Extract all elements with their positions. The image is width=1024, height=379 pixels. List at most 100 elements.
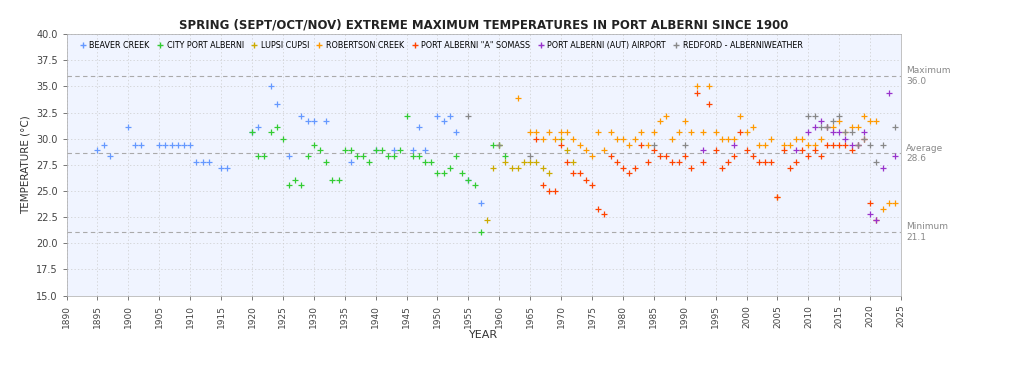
Point (646, 142, 663, 148)
Point (868, 159, 885, 165)
Point (590, 129, 606, 135)
Point (751, 142, 767, 148)
Point (831, 113, 848, 119)
Point (281, 182, 297, 188)
Point (856, 113, 872, 119)
Point (614, 165, 631, 171)
Point (831, 118, 848, 124)
Text: Average
28.6: Average 28.6 (906, 144, 943, 163)
Point (522, 153, 539, 160)
Point (819, 142, 836, 148)
Point (825, 124, 842, 130)
Point (887, 124, 903, 130)
Point (621, 142, 637, 148)
Point (510, 165, 526, 171)
Point (441, 165, 458, 171)
Point (726, 136, 742, 142)
Point (683, 129, 699, 135)
Point (806, 124, 822, 130)
Point (763, 159, 779, 165)
Point (819, 124, 836, 130)
Point (472, 199, 488, 205)
Point (658, 113, 675, 119)
Point (838, 136, 854, 142)
Point (627, 136, 643, 142)
Point (627, 165, 643, 171)
Point (441, 113, 458, 119)
Point (800, 129, 816, 135)
Point (646, 129, 663, 135)
Point (535, 165, 551, 171)
Point (325, 177, 341, 183)
Point (658, 153, 675, 160)
Point (862, 118, 879, 124)
Point (504, 165, 520, 171)
Point (813, 136, 829, 142)
Point (874, 142, 891, 148)
Point (498, 159, 514, 165)
Point (874, 165, 891, 171)
Point (708, 129, 724, 135)
Point (120, 124, 136, 130)
Point (164, 142, 180, 148)
Point (787, 147, 804, 153)
Point (553, 142, 569, 148)
Point (380, 153, 396, 160)
Point (868, 118, 885, 124)
Point (213, 165, 229, 171)
Point (671, 159, 687, 165)
Point (856, 129, 872, 135)
Point (299, 118, 315, 124)
Point (639, 142, 655, 148)
Point (819, 124, 836, 130)
Point (454, 170, 470, 176)
Point (887, 153, 903, 160)
Point (417, 147, 433, 153)
Point (874, 206, 891, 212)
Point (541, 188, 557, 194)
Point (447, 129, 464, 135)
Point (695, 147, 712, 153)
Point (244, 129, 260, 135)
Point (460, 177, 476, 183)
Point (176, 142, 193, 148)
Point (343, 147, 359, 153)
Point (485, 165, 502, 171)
Point (528, 159, 545, 165)
Point (633, 142, 649, 148)
Point (787, 159, 804, 165)
Point (744, 124, 761, 130)
Point (825, 129, 842, 135)
Point (492, 142, 508, 148)
Point (559, 147, 575, 153)
Point (856, 136, 872, 142)
Point (806, 147, 822, 153)
Point (769, 194, 785, 200)
Point (535, 182, 551, 188)
Point (838, 129, 854, 135)
Point (293, 182, 309, 188)
Point (621, 170, 637, 176)
Point (318, 159, 335, 165)
Point (460, 177, 476, 183)
Point (268, 101, 285, 107)
Point (553, 129, 569, 135)
Point (244, 129, 260, 135)
Point (201, 159, 217, 165)
Point (522, 129, 539, 135)
Point (781, 142, 798, 148)
Point (571, 142, 588, 148)
Point (565, 159, 582, 165)
Point (850, 142, 866, 148)
Point (281, 153, 297, 160)
Point (677, 118, 693, 124)
Point (689, 83, 706, 89)
Point (800, 153, 816, 160)
Point (262, 83, 279, 89)
Point (101, 153, 118, 160)
Point (559, 129, 575, 135)
Point (152, 142, 168, 148)
Point (299, 153, 315, 160)
Point (596, 211, 612, 217)
Point (850, 142, 866, 148)
